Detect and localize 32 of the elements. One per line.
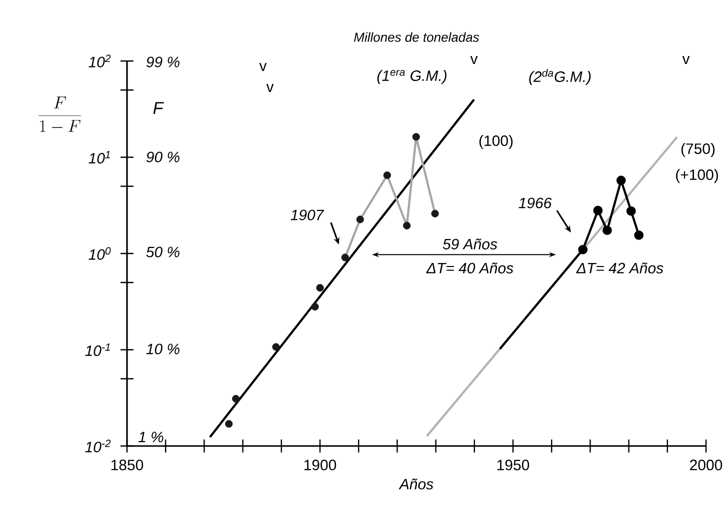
annotation: (1$^{era}$ G.M.) [377,70,446,84]
annotation: 1907 [290,210,324,220]
y-tick-label: 10$^{-2}$ [85,440,111,452]
annotation: v [266,84,274,92]
y-tick-label: 10$^{0}$ [88,247,111,260]
x-tick-label: 2000 [690,460,722,470]
annotation: 99 % [146,56,180,68]
x-axis-title: Años [398,478,434,490]
annotation: v [259,63,267,71]
annotation: 90 % [146,152,180,162]
y-tick-label: 10$^{1}$ [88,150,110,164]
annotation: 59 Años [442,238,498,250]
x-tick-label: 1900 [304,460,336,470]
x-tick-label: 1950 [497,460,530,470]
annotation: F [153,102,164,114]
x-tick-label: 1850 [111,460,144,470]
annotation: 50 % [146,246,180,258]
chart-title: Millones de toneladas [354,32,480,42]
y-tick-label: 10$^{2}$ [88,54,111,68]
y-tick-label: 10$^{-1}$ [85,343,110,356]
y-axis-title: $\frac{F}{1 - F}$ [38,96,81,132]
annotation: v [470,56,478,64]
annotation: ΔT= 42 Años [576,262,664,274]
annotation: 1 % [138,432,164,442]
annotation: (100) [479,135,513,149]
annotation: v [682,56,690,64]
annotation: (+100) [676,169,718,183]
annotation: ΔT= 40 Años [426,262,514,274]
annotation: (750) [681,143,715,157]
annotation: 10 % [146,344,180,354]
annotation: (2$^{da}$G.M.) [529,69,591,85]
annotation: 1966 [518,198,552,208]
